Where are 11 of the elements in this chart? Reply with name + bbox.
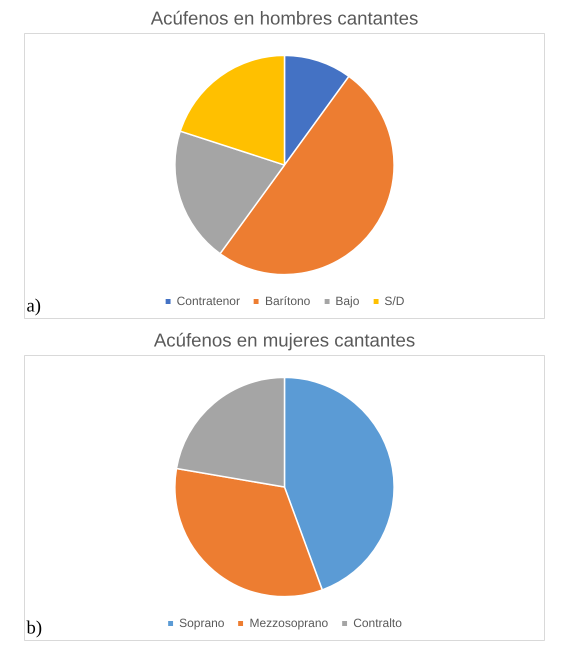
legend-label: Contratenor	[176, 294, 240, 308]
legend-label: Bajo	[335, 294, 360, 308]
chart-title: Acúfenos en mujeres cantantes	[154, 330, 416, 350]
chart-title: Acúfenos en hombres cantantes	[150, 8, 418, 28]
text: b)	[26, 618, 42, 638]
legend-label: S/D	[384, 294, 404, 308]
text: a)	[26, 296, 41, 316]
legend-label: Soprano	[179, 616, 224, 630]
legend-label: Barítono	[264, 294, 310, 308]
legend-label: Contralto	[353, 616, 402, 630]
legend-label: Mezzosoprano	[249, 616, 328, 630]
